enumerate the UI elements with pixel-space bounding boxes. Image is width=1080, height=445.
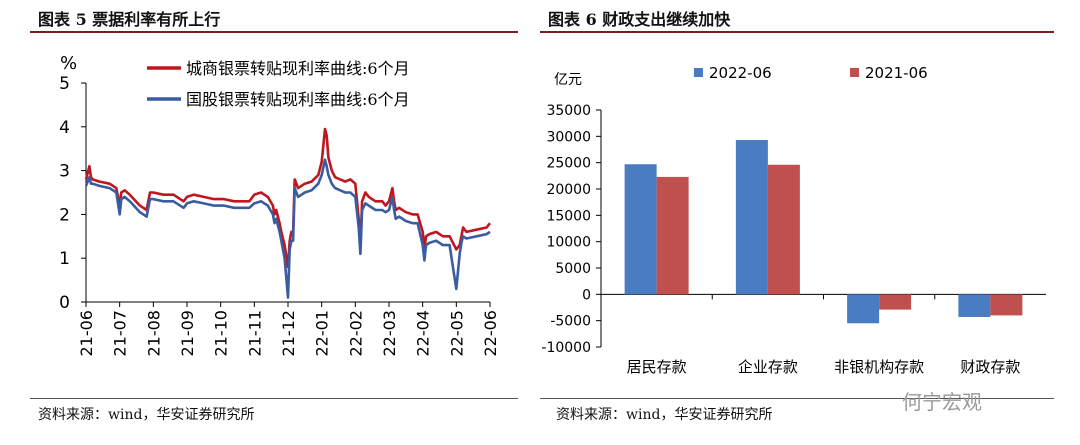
x-tick-label: 21-06 <box>77 310 96 357</box>
y-axis-unit: 亿元 <box>554 72 582 88</box>
watermark: 何宁宏观 <box>902 390 982 414</box>
y-tick-label: 5000 <box>555 261 591 277</box>
right-chart-title: 图表 6 财政支出继续加快 <box>548 10 731 29</box>
left-line-chart: % 0 1 2 3 4 5 21-06 21-07 21-08 21-09 21-10 21-11 21-… <box>59 53 500 357</box>
x-category-label: 居民存款 <box>627 358 687 376</box>
left-title-rule <box>30 31 518 33</box>
series-line-2 <box>84 158 491 299</box>
x-tick-label: 21-09 <box>178 310 197 357</box>
x-tick-label: 21-08 <box>144 310 163 357</box>
y-tick-label: 30000 <box>546 129 591 145</box>
y-tick-label: 0 <box>59 293 70 313</box>
right-source-note: 资料来源：wind，华安证券研究所 <box>556 407 773 423</box>
bar-2022-06-企业存款 <box>735 140 768 295</box>
y-tick-label: -5000 <box>550 314 591 330</box>
x-tick-label: 22-01 <box>313 310 332 357</box>
x-tick-label: 21-10 <box>212 310 231 357</box>
y-tick-label: 2 <box>59 205 70 225</box>
legend-swatch <box>850 68 859 77</box>
legend-swatch <box>694 68 703 77</box>
x-category-label: 非银机构存款 <box>834 358 924 376</box>
x-category-label: 企业存款 <box>738 358 798 376</box>
right-title-rule <box>540 31 1054 33</box>
y-tick-label: 10000 <box>546 235 591 251</box>
x-tick-label: 22-02 <box>346 310 365 357</box>
x-category-label: 财政存款 <box>960 358 1020 376</box>
y-tick-label: 20000 <box>546 182 591 198</box>
bar-2021-06-非银机构存款 <box>879 294 912 310</box>
left-chart-title: 图表 5 票据利率有所上行 <box>38 10 221 29</box>
series-line-1 <box>84 127 492 269</box>
bar-2022-06-非银机构存款 <box>847 294 880 324</box>
bar-2022-06-财政存款 <box>958 294 991 317</box>
legend-label: 2021-06 <box>865 64 928 82</box>
legend-label: 2022-06 <box>709 64 772 82</box>
right-bottom-rule <box>540 398 1054 399</box>
y-tick-label: 0 <box>582 287 591 303</box>
x-tick-label: 22-05 <box>447 310 466 357</box>
y-tick-label: 5 <box>59 74 70 94</box>
y-tick-label: -10000 <box>541 340 591 356</box>
bar-2021-06-居民存款 <box>656 176 689 295</box>
y-tick-label: 4 <box>59 118 70 138</box>
x-tick-label: 22-04 <box>414 310 433 357</box>
legend-label: 国股银票转贴现利率曲线:6个月 <box>186 90 410 109</box>
y-tick-label: 25000 <box>546 156 591 172</box>
left-source-note: 资料来源：wind，华安证券研究所 <box>38 407 255 423</box>
bar-2022-06-居民存款 <box>624 164 657 295</box>
y-tick-label: 1 <box>59 249 70 269</box>
y-tick-label: 15000 <box>546 208 591 224</box>
x-tick-label: 21-12 <box>279 310 298 357</box>
y-tick-label: 35000 <box>546 103 591 119</box>
bar-2021-06-财政存款 <box>990 294 1023 316</box>
y-tick-label: 3 <box>59 162 70 182</box>
right-bar-chart: 亿元 35000 30000 25000 20000 15000 10000 5000 0 -50… <box>541 64 1046 376</box>
x-tick-label: 22-06 <box>481 310 500 357</box>
y-axis-unit: % <box>60 53 77 74</box>
x-tick-label: 21-07 <box>111 310 130 357</box>
x-tick-label: 22-03 <box>380 310 399 357</box>
left-bottom-rule <box>30 398 518 399</box>
x-tick-label: 21-11 <box>245 310 264 357</box>
legend-label: 城商银票转贴现利率曲线:6个月 <box>186 59 410 78</box>
bar-2021-06-企业存款 <box>767 164 800 295</box>
